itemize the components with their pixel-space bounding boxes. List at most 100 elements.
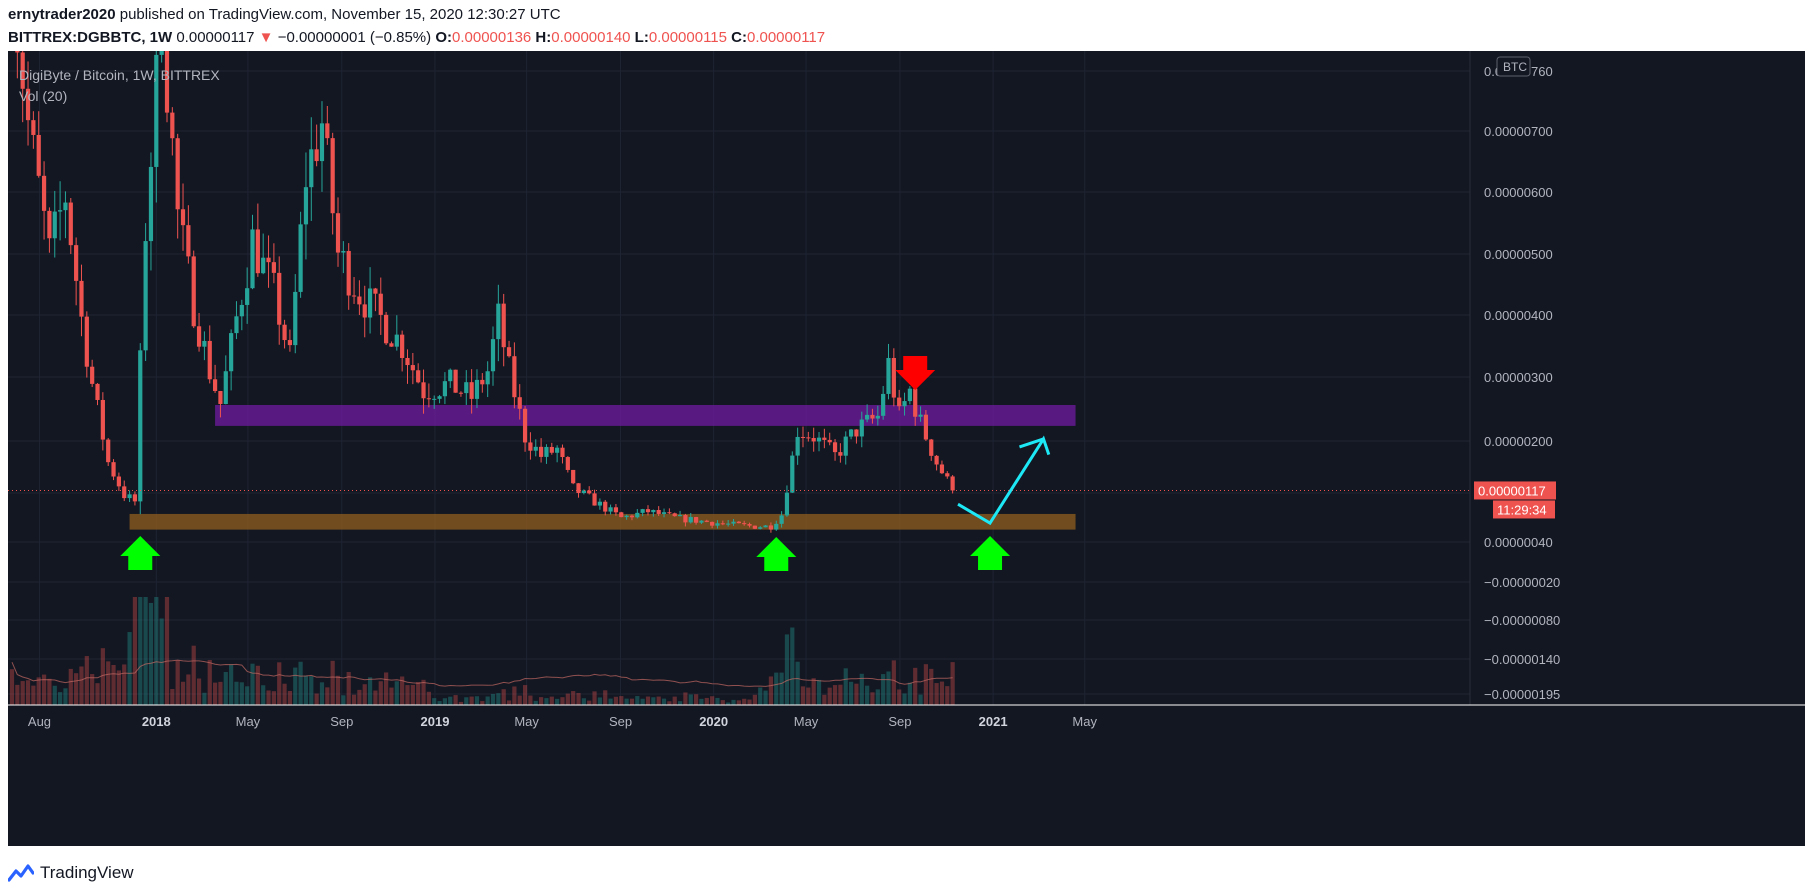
candle-body (800, 436, 806, 438)
volume-bar (693, 694, 699, 705)
candle-body (122, 486, 127, 499)
candle-body (693, 517, 699, 523)
candle-body (437, 396, 442, 399)
volume-bar (512, 686, 517, 705)
volume-bar (571, 691, 576, 705)
volume-bar (875, 689, 880, 705)
volume-bar (464, 697, 469, 705)
author-name[interactable]: ernytrader2020 (8, 6, 116, 23)
candle-body (202, 340, 207, 347)
volume-bar (710, 696, 715, 705)
volume-bar (522, 685, 528, 705)
volume-bar (752, 694, 757, 705)
volume-bar (603, 690, 608, 705)
candle-body (790, 455, 795, 493)
candle-body (517, 397, 522, 409)
low-label: L: (634, 29, 649, 46)
volume-bar (816, 679, 822, 705)
volume-bar (255, 665, 260, 705)
volume-bar (448, 696, 453, 705)
volume-bar (838, 684, 843, 705)
volume-bar (116, 670, 121, 705)
candle-body (261, 257, 266, 274)
volume-bar (490, 693, 496, 705)
volume-bar (378, 681, 383, 705)
volume-bar (314, 693, 319, 705)
tradingview-logo-icon (8, 864, 34, 882)
candle-body (400, 334, 405, 358)
volume-bar (309, 676, 314, 705)
volume-bar (346, 672, 351, 705)
candle-body (303, 187, 309, 225)
candle-body (234, 316, 239, 334)
y-tick-label: 0.00000700 (1484, 124, 1553, 139)
candle-body (384, 314, 389, 344)
volume-bar (699, 698, 704, 705)
candle-body (736, 521, 741, 524)
candle-body (159, 51, 164, 55)
volume-bar (303, 675, 309, 705)
chart-canvas[interactable]: 0.000007600.000007000.000006000.00000500… (8, 51, 1805, 846)
volume-bar (298, 661, 303, 705)
candle-body (667, 512, 672, 514)
volume-bar (132, 597, 138, 705)
volume-bar (330, 660, 335, 705)
arrow-down-icon (895, 356, 936, 390)
volume-bar (635, 696, 640, 705)
candle-body (314, 149, 319, 162)
volume-bar (437, 701, 442, 705)
x-tick-label: 2018 (142, 714, 171, 729)
candle-body (619, 512, 624, 518)
volume-bar (207, 659, 212, 705)
candle-body (506, 347, 512, 357)
candle-body (191, 256, 196, 327)
volume-bar (68, 668, 73, 705)
candle-body (196, 326, 202, 347)
candle-body (127, 494, 132, 499)
open-label: O: (435, 29, 452, 46)
projection-arrowhead (1019, 437, 1044, 449)
low-value: 0.00000115 (648, 29, 727, 46)
volume-bar (474, 696, 480, 705)
volume-bar (453, 695, 458, 705)
candle-body (645, 509, 651, 513)
volume-bar (811, 678, 816, 705)
volume-bar (795, 661, 800, 705)
volume-bar (36, 677, 41, 705)
candle-body (726, 523, 731, 525)
candle-body (608, 507, 613, 512)
volume-bar (597, 697, 602, 705)
candle-body (555, 447, 560, 453)
candle-body (170, 112, 175, 139)
candle-body (25, 88, 31, 121)
candle-body (838, 452, 843, 456)
volume-ma-line (11, 659, 953, 687)
change-down-icon: ▼ (258, 29, 274, 46)
candle-body (41, 175, 47, 211)
candle-body (576, 483, 581, 494)
candle-body (394, 334, 399, 347)
footer-brand[interactable]: TradingView (40, 863, 134, 882)
candle-body (939, 464, 945, 474)
candle-body (31, 120, 36, 135)
volume-bar (394, 681, 399, 705)
candle-body (656, 510, 661, 514)
price-axis-background (1470, 51, 1805, 846)
x-tick-label: Sep (609, 714, 632, 729)
y-tick-label: −0.00000140 (1484, 652, 1560, 667)
chart-panel[interactable]: 0.000007600.000007000.000006000.00000500… (8, 51, 1805, 846)
candle-body (68, 202, 73, 246)
candle-body (613, 507, 619, 513)
volume-bar (325, 687, 330, 705)
volume-bar (854, 683, 859, 705)
candle-body (763, 525, 768, 528)
volume-bar (154, 597, 159, 705)
volume-bar (790, 627, 795, 705)
last-price-badge (1474, 481, 1556, 500)
pane-title: DigiByte / Bitcoin, 1W, BITTREX (19, 67, 220, 83)
candle-body (100, 399, 105, 440)
volume-bar (143, 597, 148, 705)
candle-body (410, 365, 415, 371)
candle-body (367, 288, 373, 318)
volume-bar (384, 672, 389, 705)
